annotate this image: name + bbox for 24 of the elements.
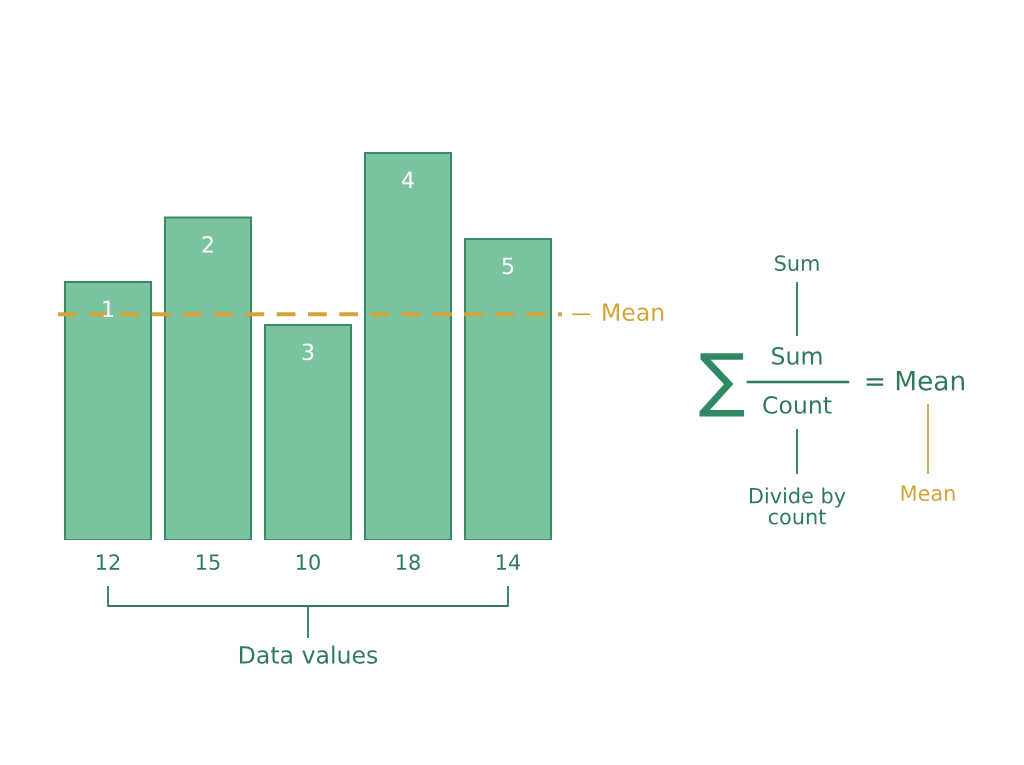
bar xyxy=(263,323,353,540)
x-tick-label: 3 xyxy=(302,343,314,361)
text: Divide by count xyxy=(749,487,846,525)
text: ∑ xyxy=(699,353,744,417)
x-tick-label: 2 xyxy=(202,235,213,253)
data-label: 18 xyxy=(397,554,420,571)
text: Sum xyxy=(775,255,819,272)
text: Mean xyxy=(901,485,955,502)
x-tick-label: 1 xyxy=(103,300,114,317)
data-label: 15 xyxy=(197,554,220,571)
x-tick-label: 4 xyxy=(402,171,414,188)
data-label: 10 xyxy=(297,554,320,571)
text: Data values xyxy=(239,645,378,664)
x-tick-label: 5 xyxy=(502,257,514,275)
ref-line-label: Mean xyxy=(603,303,664,322)
data-label: 14 xyxy=(497,554,521,570)
bar xyxy=(363,152,453,540)
text: Count xyxy=(763,395,832,414)
text: = Mean xyxy=(866,371,964,391)
bar xyxy=(463,237,553,540)
text: Sum xyxy=(772,346,822,365)
data-label: 12 xyxy=(97,554,120,570)
bar xyxy=(163,216,253,540)
bar xyxy=(63,280,153,540)
